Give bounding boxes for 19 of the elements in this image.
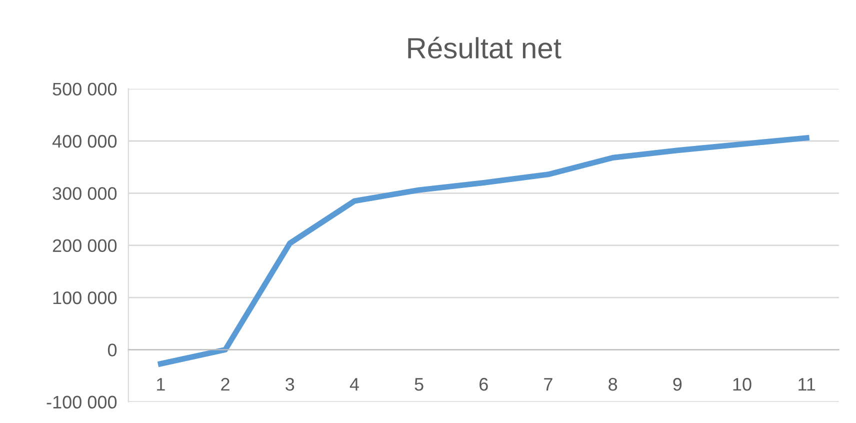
y-tick-label: 200 000 [52, 239, 117, 252]
y-tick-label: 300 000 [52, 187, 117, 200]
x-tick-label: 9 [673, 378, 682, 391]
x-tick-label: 8 [608, 378, 618, 391]
x-tick-label: 11 [798, 378, 816, 391]
x-tick-label: 3 [286, 378, 294, 391]
chart-title: Résultat net [408, 36, 562, 59]
y-tick-label: 400 000 [52, 134, 117, 148]
y-tick-label: 100 000 [53, 291, 117, 304]
x-tick-label: 5 [414, 378, 424, 391]
x-tick-label: 7 [544, 378, 552, 391]
x-tick-label: 1 [157, 378, 165, 391]
x-tick-label: 10 [733, 378, 752, 391]
y-tick-label: -100 000 [46, 396, 117, 409]
x-tick-label: 2 [221, 378, 230, 391]
x-tick-label: 6 [480, 378, 488, 391]
x-tick-label: 4 [350, 378, 359, 391]
y-tick-label: 0 [108, 344, 117, 356]
y-tick-label: 500 000 [52, 82, 117, 96]
